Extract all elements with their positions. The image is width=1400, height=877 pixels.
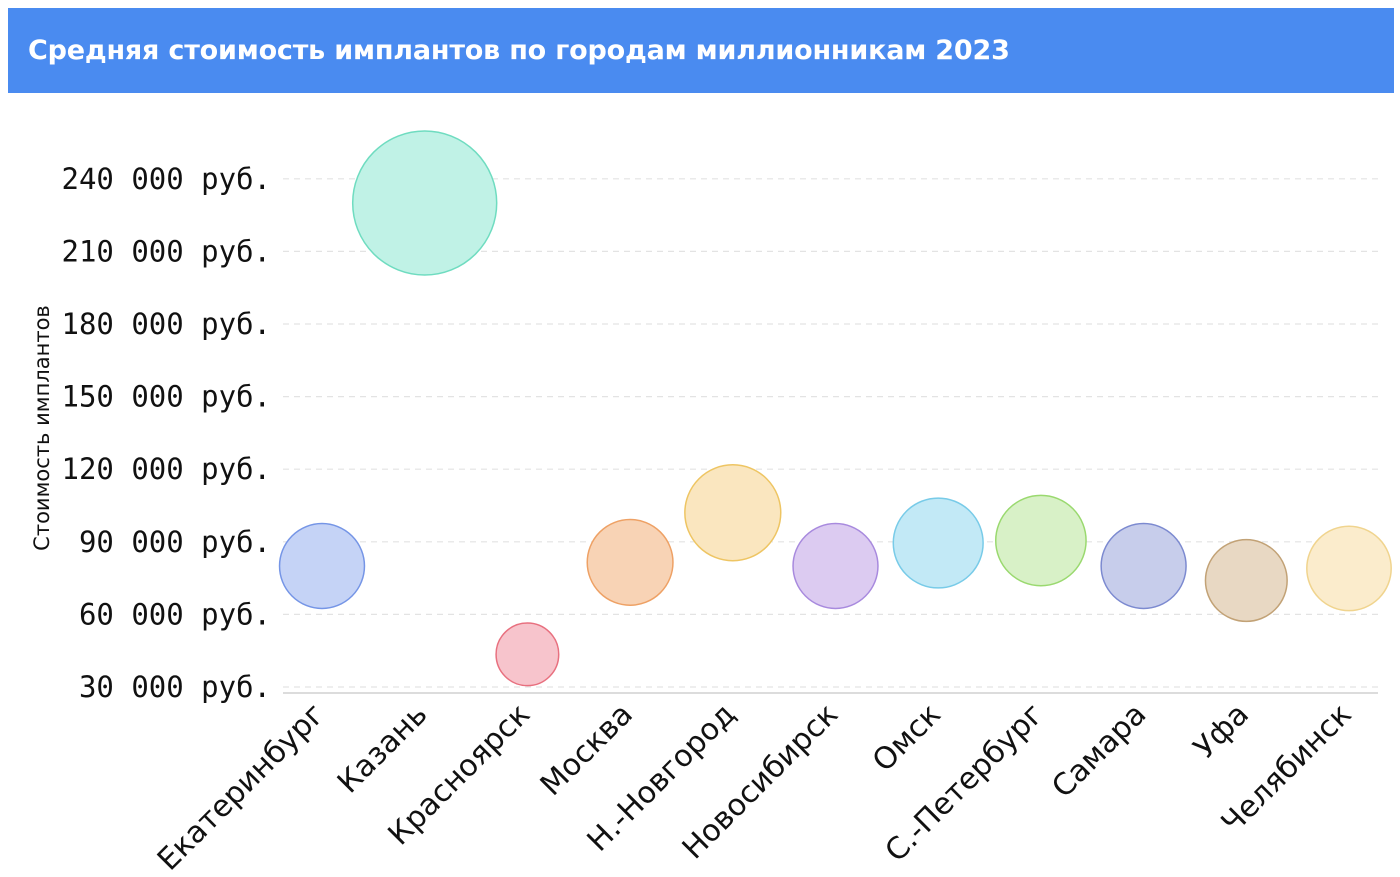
bubble-7[interactable] (892, 497, 984, 589)
bubble-1[interactable] (278, 522, 366, 610)
y-tick-label: 60 000 руб. (79, 597, 271, 631)
x-tick-label: Екатеринбург (151, 697, 332, 877)
y-tick-label: 210 000 руб. (61, 234, 271, 268)
x-tick-label: Омск (866, 697, 948, 779)
x-tick-label: Самара (1045, 697, 1153, 805)
y-tick-label: 240 000 руб. (61, 162, 271, 196)
bubble-3[interactable] (495, 622, 560, 687)
y-tick-label: 120 000 руб. (61, 452, 271, 486)
chart-title: Средняя стоимость имплантов по городам м… (28, 35, 1010, 66)
bubble-10[interactable] (1204, 538, 1288, 623)
bubble-4[interactable] (586, 518, 674, 606)
x-tick-label: Уфа (1187, 697, 1256, 766)
bubble-8[interactable] (994, 494, 1087, 587)
y-tick-label: 90 000 руб. (79, 525, 271, 559)
bubble-5[interactable] (684, 464, 782, 562)
y-tick-label: 180 000 руб. (61, 307, 271, 341)
bubble-2[interactable] (351, 130, 498, 276)
y-tick-label: 150 000 руб. (61, 380, 271, 414)
x-tick-label: Казань (331, 697, 434, 800)
bubble-6[interactable] (792, 522, 879, 610)
y-axis-title: Стоимость имплантов (30, 305, 54, 551)
bubble-9[interactable] (1100, 522, 1187, 610)
x-tick-label: Москва (534, 697, 640, 803)
chart-header: Средняя стоимость имплантов по городам м… (8, 8, 1394, 93)
bubble-11[interactable] (1306, 525, 1392, 612)
y-tick-label: 30 000 руб. (79, 670, 271, 704)
